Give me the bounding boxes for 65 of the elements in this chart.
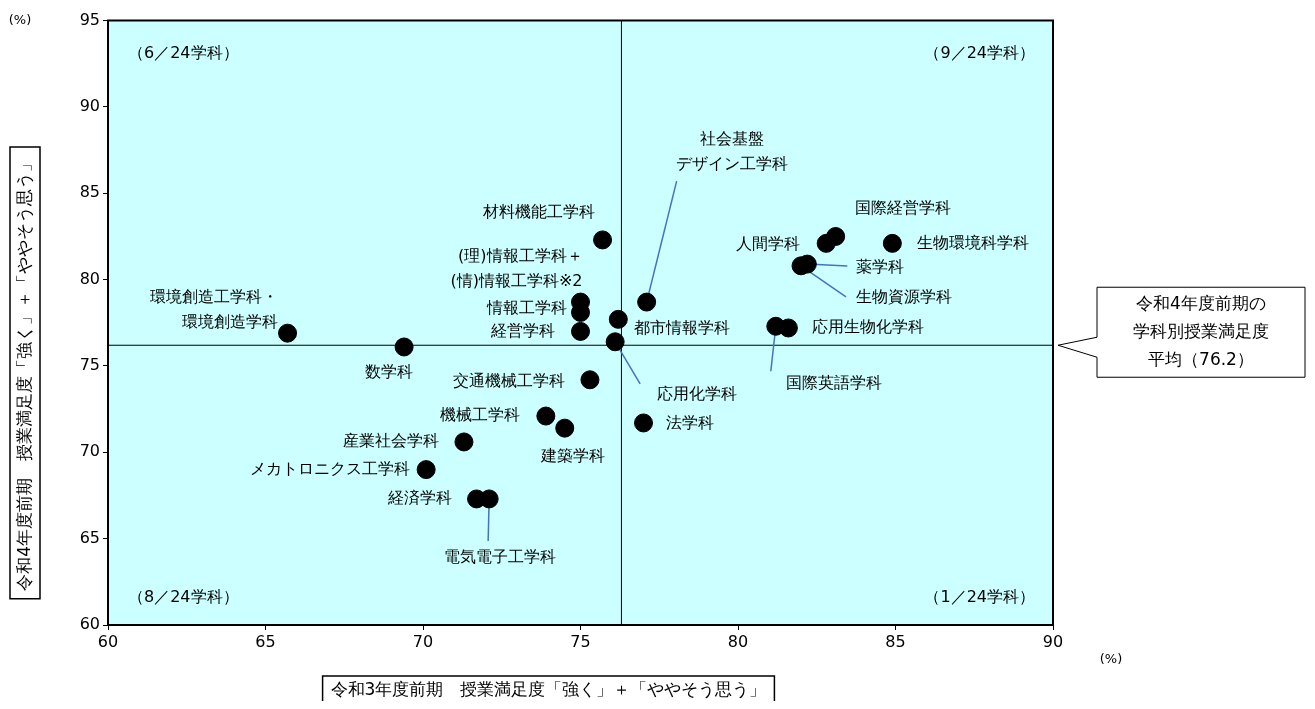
annotation: 応用生物化学科 — [812, 317, 925, 337]
point — [454, 432, 474, 452]
point — [593, 230, 613, 250]
annotation: 材料機能工学科 — [481, 202, 595, 222]
annotation: 経営学科 — [489, 320, 555, 340]
point — [605, 332, 625, 352]
point — [637, 292, 657, 312]
annotation: 機械工学科 — [439, 405, 520, 425]
y-tick-label: 65 — [79, 527, 100, 547]
point — [634, 413, 653, 433]
annotation: 生物資源学科 — [856, 286, 952, 306]
y-tick-label: 90 — [79, 96, 100, 116]
x-tick-label: 75 — [570, 631, 591, 651]
annotation: （9／24学科） — [924, 42, 1035, 62]
point — [778, 318, 798, 338]
annotation: 経済学科 — [386, 488, 452, 508]
annotation: 社会基盤デザイン工学科 — [675, 129, 788, 174]
point — [555, 418, 575, 438]
annotation: 産業社会学科 — [342, 431, 439, 451]
annotation: （6／24学科） — [128, 42, 239, 62]
y-tick-label: 80 — [79, 268, 100, 288]
point — [608, 309, 628, 329]
point — [536, 406, 556, 426]
y-tick-label: 75 — [79, 355, 100, 375]
y-tick-label: 85 — [79, 182, 100, 202]
point — [816, 233, 836, 253]
y-tick-label: 60 — [79, 614, 100, 634]
annotation: 法学科 — [665, 413, 714, 433]
annotation: 環境創造工学科・環境創造学科 — [149, 287, 278, 332]
point — [571, 321, 590, 341]
annotation: 人間学科 — [736, 233, 801, 253]
x-tick-label: 70 — [412, 631, 434, 651]
annotation: 電気電子工学科 — [444, 547, 557, 567]
annotation: （1／24学科） — [924, 587, 1035, 607]
annotation: 都市情報学科 — [634, 317, 731, 337]
x-tick-label: 85 — [885, 631, 906, 651]
annotation: 情報工学科 — [485, 297, 567, 317]
point — [479, 489, 499, 509]
point — [394, 337, 414, 357]
annotation: 薬学科 — [856, 257, 905, 277]
annotation: (理)情報工学科＋(情)情報工学科※2 — [450, 246, 583, 291]
x-tick-label: 90 — [1042, 631, 1064, 651]
y-axis-title: 令和4年度前期 授業満足度「強く」＋「ややそう思う」 — [14, 154, 35, 591]
annotation: （8／24学科） — [128, 587, 239, 607]
ref-line-label: 令和4年度前期の学科別授業満足度平均（76.2） — [1133, 292, 1269, 369]
text: (%) — [1099, 651, 1123, 667]
point — [882, 233, 902, 253]
y-tick-label: 95 — [79, 9, 100, 29]
x-tick-label: 60 — [97, 631, 119, 651]
y-tick-label: 70 — [79, 441, 100, 461]
annotation: 応用化学科 — [657, 383, 738, 403]
annotation: メカトロニクス工学科 — [250, 458, 411, 478]
point — [580, 370, 600, 390]
x-tick-label: 65 — [255, 631, 276, 651]
point — [416, 460, 436, 480]
text: (%) — [8, 11, 32, 27]
annotation: 建築学科 — [539, 446, 605, 466]
annotation: 国際英語学科 — [785, 373, 882, 393]
x-axis-title: 令和3年度前期 授業満足度「強く」＋「ややそう思う」 — [330, 679, 767, 700]
annotation: 生物環境科学科 — [917, 232, 1030, 252]
point — [278, 323, 298, 343]
annotation: 交通機械工学科 — [452, 370, 565, 390]
annotation: 国際経営学科 — [854, 197, 951, 217]
annotation: 数学科 — [365, 362, 414, 382]
x-tick-label: 80 — [727, 631, 749, 651]
